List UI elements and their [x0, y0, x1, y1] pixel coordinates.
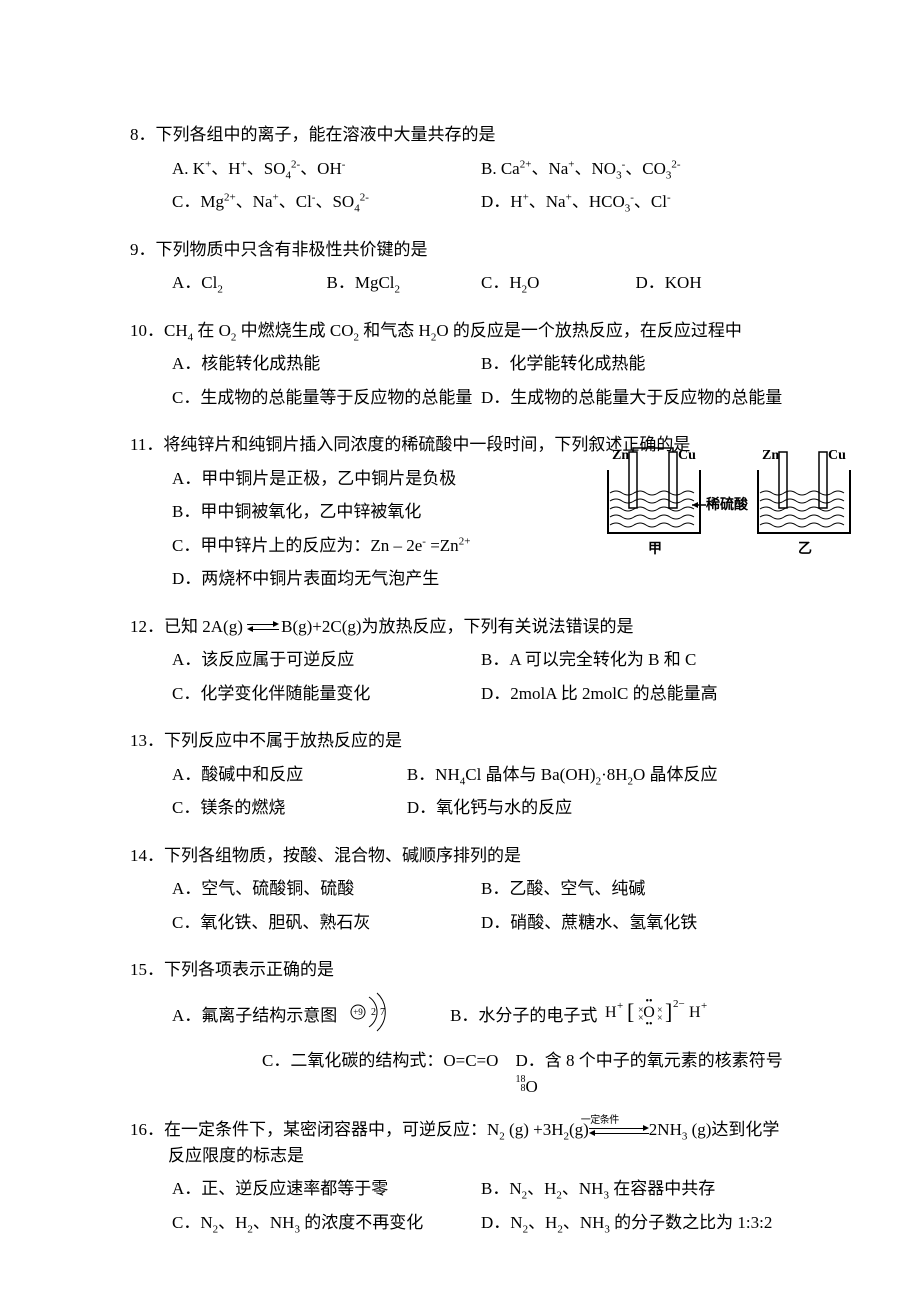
- q8-opt-c: C．Mg2+、Na+、Cl-、SO42-: [172, 189, 481, 215]
- fig-left-label: 甲: [648, 541, 662, 557]
- q9-opt-c: C．H2O: [481, 270, 636, 296]
- q8-options: A. K+、H+、SO42-、OH- B. Ca2+、Na+、NO3-、CO32…: [130, 156, 790, 223]
- svg-text:••: ••: [646, 1019, 653, 1029]
- q12-stem: 12．已知 2A(g) B(g)+2C(g)为放热反应，下列有关说法错误的是: [130, 614, 790, 640]
- q15-d-left: D．含 8 个中子的氧元素的核素符号: [515, 1051, 782, 1070]
- svg-text:]: ]: [665, 999, 672, 1024]
- q9-options: A．Cl2 B．MgCl2 C．H2O D．KOH: [130, 270, 790, 304]
- q13-options: A．酸碱中和反应 B．NH4Cl 晶体与 Ba(OH)2·8H2O 晶体反应 C…: [130, 762, 790, 829]
- svg-text:H: H: [605, 1004, 617, 1021]
- q14-opt-d: D．硝酸、蔗糖水、氢氧化铁: [481, 910, 790, 936]
- question-10: 10．CH4 在 O2 中燃烧生成 CO2 和气态 H2O 的反应是一个放热反应…: [130, 318, 790, 419]
- q15-opt-a: A．氟离子结构示意图 +9 2 7: [172, 991, 450, 1041]
- q16-options: A．正、逆反应速率都等于零 B．N2、H2、NH3 在容器中共存 C．N2、H2…: [130, 1176, 790, 1243]
- q15-options-row1: A．氟离子结构示意图 +9 2 7 B．水分子的电子式 H: [130, 991, 790, 1049]
- svg-text:7: 7: [380, 1007, 385, 1018]
- q10-opt-a: A．核能转化成热能: [172, 351, 481, 377]
- question-8: 8．下列各组中的离子，能在溶液中大量共存的是 A. K+、H+、SO42-、OH…: [130, 122, 790, 223]
- svg-text:×: ×: [657, 1013, 663, 1024]
- q16-opt-b: B．N2、H2、NH3 在容器中共存: [481, 1176, 790, 1202]
- q12-opt-b: B．A 可以完全转化为 B 和 C: [481, 647, 790, 673]
- q16-stem: 16．在一定条件下，某密闭容器中，可逆反应：N2 (g) +3H2(g)一定条件…: [130, 1117, 790, 1168]
- svg-text:2: 2: [371, 1007, 376, 1018]
- q13-opt-b: B．NH4Cl 晶体与 Ba(OH)2·8H2O 晶体反应: [407, 762, 790, 788]
- question-13: 13．下列反应中不属于放热反应的是 A．酸碱中和反应 B．NH4Cl 晶体与 B…: [130, 728, 790, 829]
- q15-b-text: B．水分子的电子式: [450, 1003, 597, 1029]
- q9-opt-d: D．KOH: [636, 270, 791, 296]
- q13-opt-a: A．酸碱中和反应: [172, 762, 407, 788]
- q10-opt-c: C．生成物的总能量等于反应物的总能量: [172, 385, 481, 411]
- svg-text:2−: 2−: [673, 998, 685, 1010]
- nuclide-presup: 188: [515, 1078, 525, 1092]
- q13-opt-d: D．氧化钙与水的反应: [407, 795, 790, 821]
- fluoride-atom-diagram-icon: +9 2 7: [343, 991, 389, 1041]
- q9-stem: 9．下列物质中只含有非极性共价键的是: [130, 237, 790, 263]
- q16-opt-c: C．N2、H2、NH3 的浓度不再变化: [172, 1210, 481, 1236]
- svg-text:[: [: [627, 999, 634, 1024]
- condition-reversible-arrow-icon: 一定条件: [589, 1125, 649, 1137]
- q14-opt-c: C．氧化铁、胆矾、熟石灰: [172, 910, 481, 936]
- fig-right-label: 乙: [798, 541, 812, 557]
- fig-cu-left: Cu: [678, 448, 696, 463]
- q14-options: A．空气、硫酸铜、硫酸 B．乙酸、空气、纯碱 C．氧化铁、胆矾、熟石灰 D．硝酸…: [130, 876, 790, 943]
- q11-figure: Zn Cu 甲: [600, 445, 860, 575]
- q8-stem-text: 8．下列各组中的离子，能在溶液中大量共存的是: [130, 125, 496, 144]
- q12-stem-r: B(g)+2C(g)为放热反应，下列有关说法错误的是: [281, 617, 633, 636]
- fig-cu-right: Cu: [828, 448, 846, 463]
- q10-opt-b: B．化学能转化成热能: [481, 351, 790, 377]
- svg-text:+9: +9: [353, 1007, 363, 1017]
- fig-acid-label: 稀硫酸: [706, 496, 749, 513]
- q12-stem-l: 12．已知 2A(g): [130, 617, 247, 636]
- question-12: 12．已知 2A(g) B(g)+2C(g)为放热反应，下列有关说法错误的是 A…: [130, 614, 790, 715]
- q16-opt-a: A．正、逆反应速率都等于零: [172, 1176, 481, 1202]
- q10-stem: 10．CH4 在 O2 中燃烧生成 CO2 和气态 H2O 的反应是一个放热反应…: [130, 318, 790, 344]
- q12-opt-a: A．该反应属于可逆反应: [172, 647, 481, 673]
- q8-stem: 8．下列各组中的离子，能在溶液中大量共存的是: [130, 122, 790, 148]
- svg-text:••: ••: [646, 996, 653, 1007]
- q13-stem-text: 13．下列反应中不属于放热反应的是: [130, 731, 402, 750]
- q14-stem: 14．下列各组物质，按酸、混合物、碱顺序排列的是: [130, 843, 790, 869]
- fig-zn-right: Zn: [762, 448, 779, 463]
- q9-stem-text: 9．下列物质中只含有非极性共价键的是: [130, 240, 428, 259]
- svg-text:×: ×: [638, 1013, 644, 1024]
- question-9: 9．下列物质中只含有非极性共价键的是 A．Cl2 B．MgCl2 C．H2O D…: [130, 237, 790, 304]
- fig-zn-left: Zn: [612, 448, 629, 463]
- q12-opt-d: D．2molA 比 2molC 的总能量高: [481, 681, 790, 707]
- svg-text:H: H: [689, 1004, 701, 1021]
- q14-opt-a: A．空气、硫酸铜、硫酸: [172, 876, 481, 902]
- water-electron-formula-icon: H + [ O •• •• × × × × ] 2− H: [605, 995, 715, 1037]
- q15-opt-c: C．二氧化碳的结构式：O=C=O: [262, 1048, 515, 1099]
- question-14: 14．下列各组物质，按酸、混合物、碱顺序排列的是 A．空气、硫酸铜、硫酸 B．乙…: [130, 843, 790, 944]
- q13-stem: 13．下列反应中不属于放热反应的是: [130, 728, 790, 754]
- q10-opt-d: D．生成物的总能量大于反应物的总能量: [481, 385, 790, 411]
- q15-options-row2: C．二氧化碳的结构式：O=C=O D．含 8 个中子的氧元素的核素符号 188O: [130, 1048, 790, 1107]
- svg-text:+: +: [617, 1000, 623, 1012]
- question-16: 16．在一定条件下，某密闭容器中，可逆反应：N2 (g) +3H2(g)一定条件…: [130, 1117, 790, 1243]
- q16-opt-d: D．N2、H2、NH3 的分子数之比为 1:3:2: [481, 1210, 790, 1236]
- q15-opt-d: D．含 8 个中子的氧元素的核素符号 188O: [515, 1048, 790, 1099]
- question-15: 15．下列各项表示正确的是 A．氟离子结构示意图 +9 2 7 B．水分子的: [130, 957, 790, 1107]
- q12-options: A．该反应属于可逆反应 B．A 可以完全转化为 B 和 C C．化学变化伴随能量…: [130, 647, 790, 714]
- svg-text:+: +: [701, 1000, 707, 1012]
- q15-stem: 15．下列各项表示正确的是: [130, 957, 790, 983]
- reversible-arrow-icon: [247, 622, 281, 632]
- q15-a-text: A．氟离子结构示意图: [172, 1003, 337, 1029]
- q9-opt-b: B．MgCl2: [327, 270, 482, 296]
- q14-opt-b: B．乙酸、空气、纯碱: [481, 876, 790, 902]
- q8-opt-d: D．H+、Na+、HCO3-、Cl-: [481, 189, 790, 215]
- q10-options: A．核能转化成热能 B．化学能转化成热能 C．生成物的总能量等于反应物的总能量 …: [130, 351, 790, 418]
- q13-opt-c: C．镁条的燃烧: [172, 795, 407, 821]
- q12-opt-c: C．化学变化伴随能量变化: [172, 681, 481, 707]
- q9-opt-a: A．Cl2: [172, 270, 327, 296]
- q15-opt-b: B．水分子的电子式 H + [ O •• •• × × × ×: [450, 995, 790, 1037]
- q15-stem-text: 15．下列各项表示正确的是: [130, 960, 334, 979]
- q8-opt-a: A. K+、H+、SO42-、OH-: [172, 156, 481, 182]
- q8-opt-b: B. Ca2+、Na+、NO3-、CO32-: [481, 156, 790, 182]
- q14-stem-text: 14．下列各组物质，按酸、混合物、碱顺序排列的是: [130, 846, 521, 865]
- q15-d-right: O: [525, 1077, 537, 1096]
